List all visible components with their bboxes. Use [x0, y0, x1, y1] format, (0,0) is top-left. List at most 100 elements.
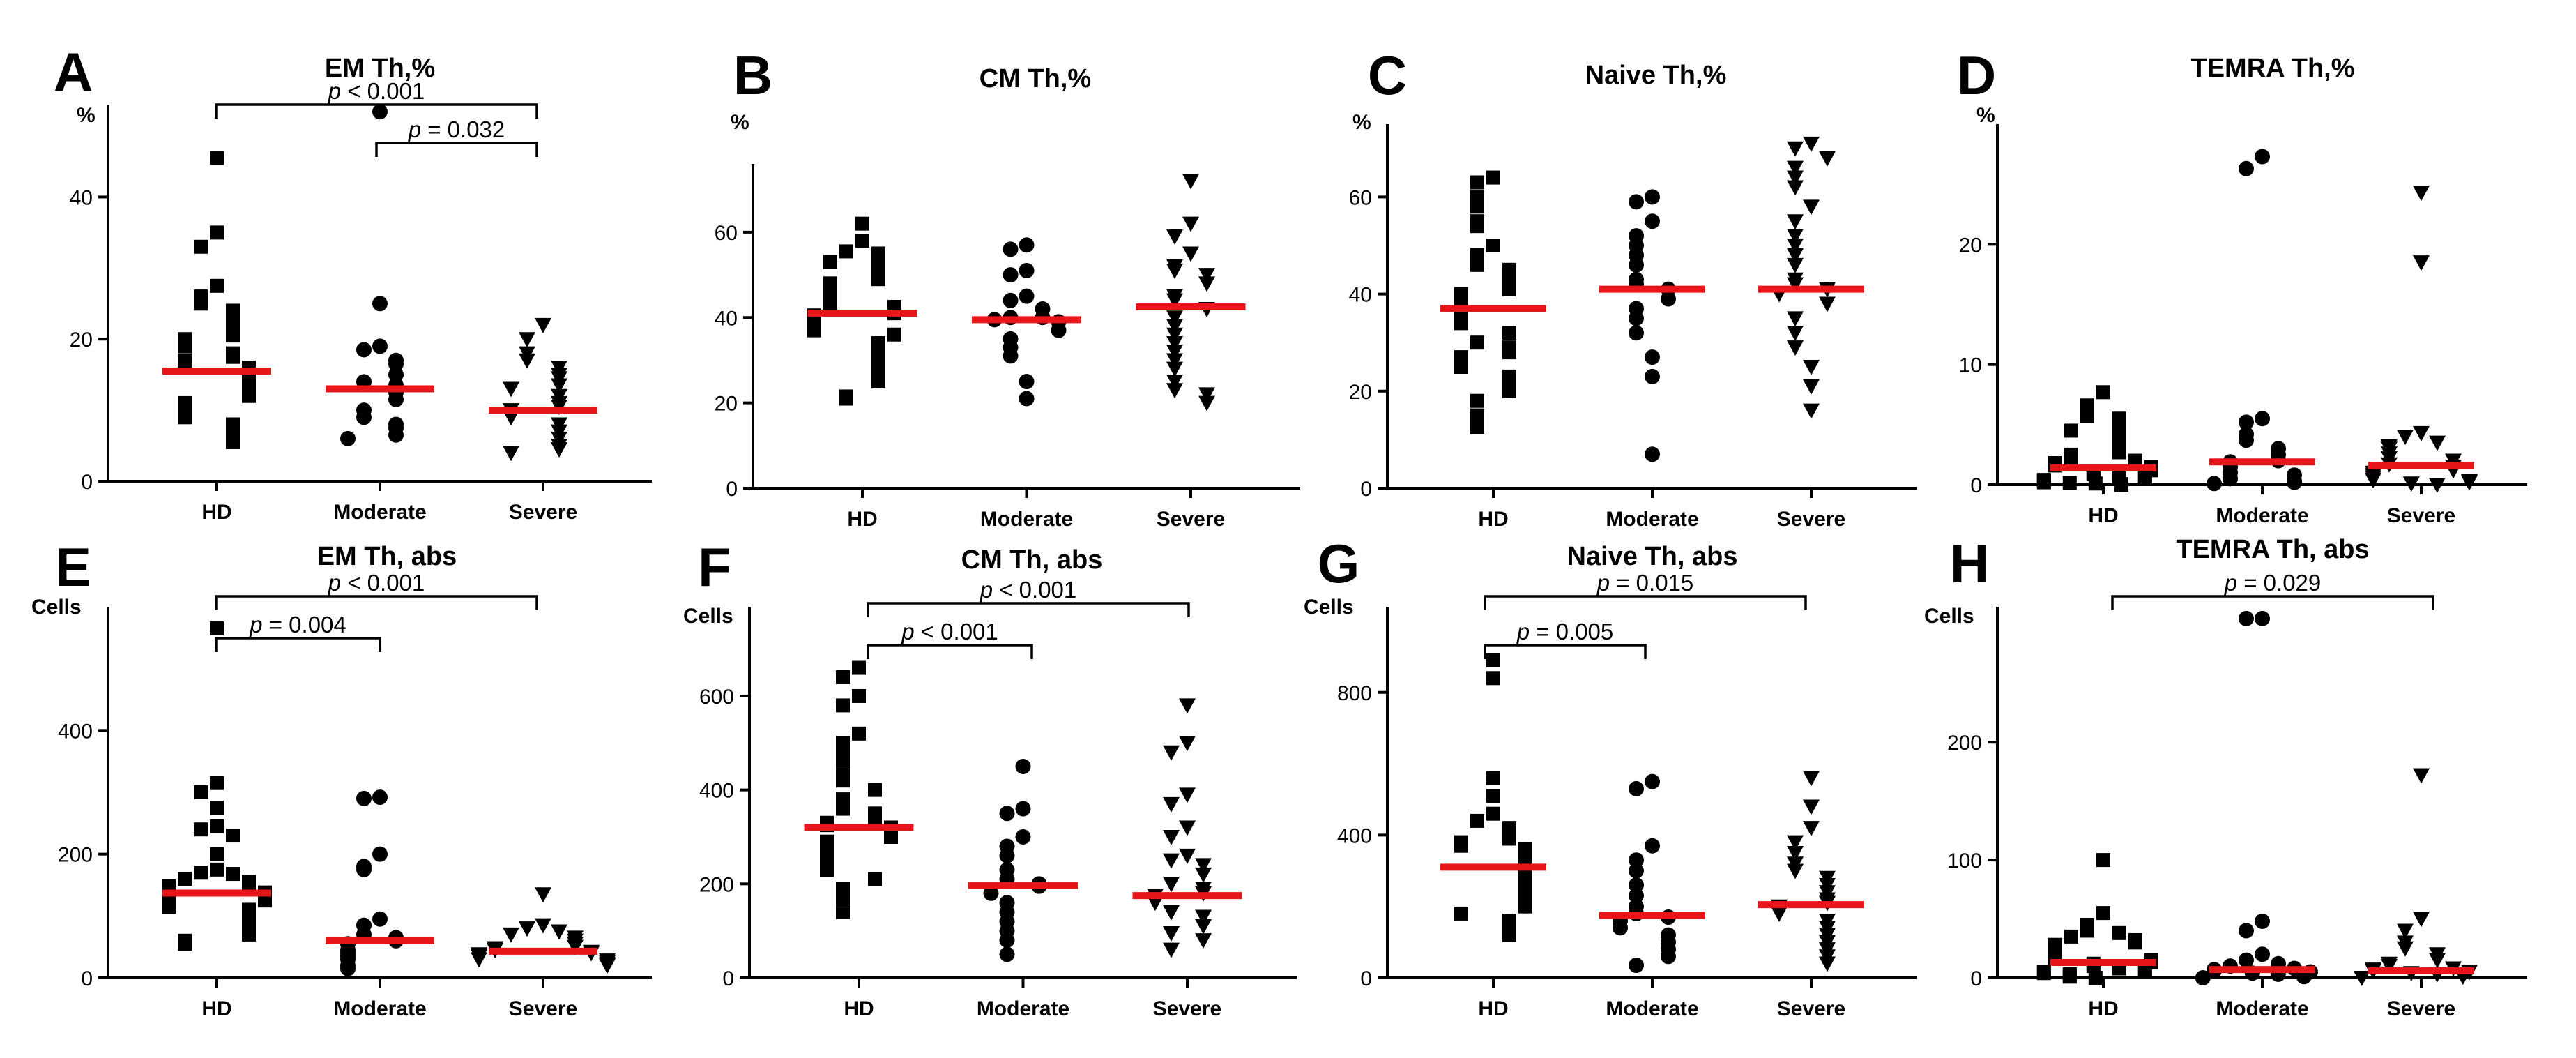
data-point-square — [820, 863, 834, 877]
data-point-triangle — [1166, 345, 1183, 361]
data-point-triangle — [2381, 959, 2398, 975]
y-tick-label: 0 — [81, 471, 93, 494]
data-point-circle — [1661, 291, 1676, 307]
data-point-square — [2080, 398, 2094, 413]
data-point-triangle — [1195, 858, 1212, 874]
data-point-triangle — [1179, 698, 1196, 714]
data-point-square — [2128, 935, 2142, 950]
p-symbol: p — [901, 619, 914, 644]
data-point-triangle — [503, 927, 519, 943]
data-point-triangle — [1803, 379, 1820, 395]
x-tick-label: HD — [201, 997, 231, 1020]
data-point-circle — [1019, 262, 1035, 278]
data-point-square — [1486, 789, 1500, 803]
data-point-triangle — [1182, 246, 1199, 262]
data-point-square — [194, 785, 208, 799]
panel-c: C Naive Th,%% 0 20 40 60 HD Moderate Severe — [1349, 45, 1917, 531]
data-point-square — [2137, 471, 2152, 486]
data-point-square — [2112, 925, 2126, 940]
data-point-circle — [999, 946, 1015, 962]
data-point-square — [1470, 813, 1484, 828]
panel-title: TEMRA Th,% — [2190, 54, 2354, 83]
data-point-triangle — [1163, 926, 1180, 942]
data-point-triangle — [1803, 821, 1820, 837]
p-value-label: p = 0.005 — [1516, 619, 1614, 644]
p-value-text: < 0.001 — [341, 78, 425, 104]
data-point-square — [194, 296, 208, 311]
data-point-square — [2080, 409, 2094, 423]
data-point-square — [210, 801, 224, 815]
data-point-triangle — [1166, 375, 1183, 391]
data-point-triangle — [1147, 895, 1164, 912]
data-point-circle — [1645, 213, 1660, 229]
data-point-triangle — [1787, 326, 1804, 342]
data-point-triangle — [1787, 835, 1804, 851]
p-value-text: = 0.032 — [421, 116, 505, 142]
p-value-text: = 0.015 — [1610, 570, 1693, 596]
data-point-triangle — [1166, 361, 1183, 377]
y-tick-label: 600 — [699, 686, 734, 709]
data-point-circle — [1629, 194, 1644, 210]
data-point-triangle — [1787, 180, 1804, 196]
data-point-square — [887, 327, 901, 342]
data-point-square — [210, 621, 224, 636]
y-tick-label: 400 — [1337, 824, 1372, 847]
data-point-triangle — [1787, 311, 1804, 327]
data-point-square — [2064, 929, 2078, 944]
x-tick-label: HD — [2088, 997, 2118, 1020]
data-point-square — [178, 937, 192, 951]
data-point-circle — [1629, 310, 1644, 326]
data-point-triangle — [1787, 340, 1804, 356]
data-point-circle — [1003, 292, 1019, 308]
data-point-square — [836, 698, 850, 713]
data-point-circle — [356, 409, 372, 425]
data-point-circle — [2239, 923, 2254, 939]
p-value-label: p < 0.001 — [901, 619, 998, 644]
y-unit-label: Cells — [31, 596, 82, 619]
y-tick-label: 40 — [715, 307, 738, 330]
data-point-square — [242, 388, 256, 403]
data-point-square — [226, 829, 240, 843]
data-point-triangle — [1166, 335, 1183, 352]
data-point-circle — [2239, 414, 2254, 430]
data-point-triangle — [1163, 942, 1180, 958]
data-point-triangle — [2397, 923, 2414, 939]
data-point-circle — [388, 391, 404, 407]
y-tick-label: 0 — [1360, 967, 1372, 990]
data-point-square — [871, 375, 885, 389]
data-point-circle — [1019, 374, 1035, 390]
data-point-triangle — [1163, 829, 1180, 845]
data-point-triangle — [1198, 387, 1215, 403]
data-point-triangle — [2413, 768, 2430, 784]
data-point-square — [1486, 806, 1500, 821]
data-point-triangle — [1787, 160, 1804, 176]
data-point-circle — [1629, 888, 1644, 904]
data-point-triangle — [1195, 867, 1212, 883]
y-tick-label: 0 — [1970, 967, 1982, 990]
data-point-triangle — [2353, 971, 2370, 986]
panel-letter: G — [1318, 533, 1360, 594]
data-point-square — [1470, 219, 1484, 234]
data-point-square — [1486, 771, 1500, 785]
data-point-triangle — [1166, 229, 1183, 245]
data-point-square — [162, 900, 176, 914]
data-point-square — [839, 391, 853, 406]
data-point-square — [210, 278, 224, 293]
panel-title: Naive Th,% — [1585, 61, 1727, 90]
data-point-circle — [1629, 958, 1644, 974]
data-point-circle — [2255, 149, 2270, 165]
data-point-square — [839, 244, 853, 259]
data-point-square — [258, 893, 272, 908]
data-point-circle — [388, 356, 404, 372]
data-point-triangle — [2413, 425, 2430, 441]
data-point-triangle — [1198, 395, 1215, 411]
data-point-square — [2096, 906, 2110, 921]
data-point-square — [2036, 475, 2051, 490]
y-tick-label: 400 — [699, 780, 734, 803]
data-point-triangle — [2397, 430, 2414, 446]
data-point-triangle — [1166, 310, 1183, 326]
data-point-circle — [356, 790, 372, 806]
y-tick-label: 20 — [715, 393, 738, 416]
data-point-square — [1470, 335, 1484, 350]
